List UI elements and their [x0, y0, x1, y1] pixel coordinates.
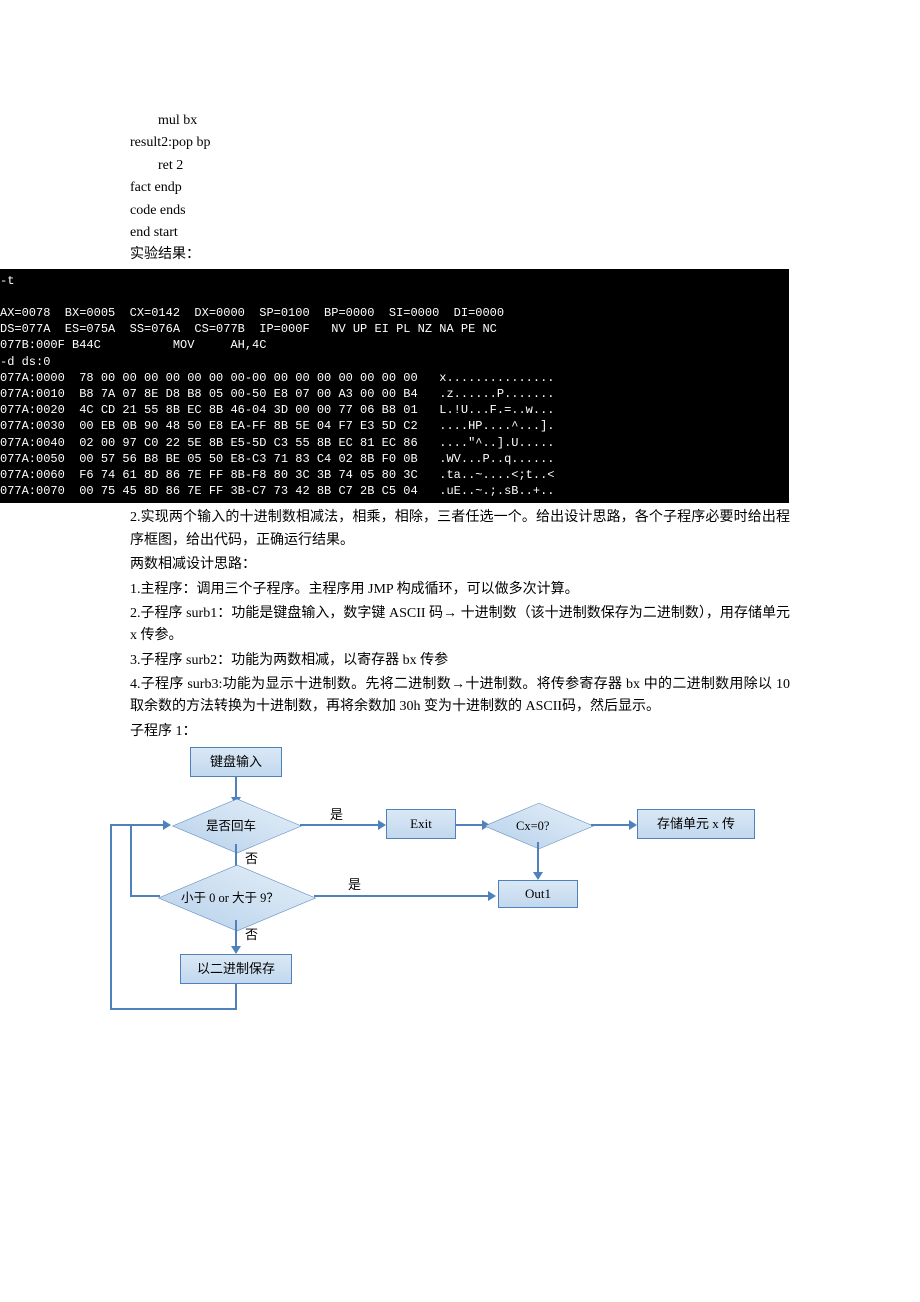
flow-edge-label-no: 否	[245, 925, 258, 946]
terminal-line: DS=077A ES=075A SS=076A CS=077B IP=000F …	[0, 322, 497, 336]
flow-arrow	[300, 824, 380, 826]
flow-node-label: 以二进制保存	[197, 959, 275, 980]
terminal-line: 077A:0030 00 EB 0B 90 48 50 E8 EA-FF 8B …	[0, 419, 555, 433]
body-paragraph: 两数相减设计思路：	[130, 554, 790, 576]
body-paragraph: 1.主程序：调用三个子程序。主程序用 JMP 构成循环，可以做多次计算。	[130, 579, 790, 601]
code-line: result2:pop bp	[130, 132, 790, 154]
flow-arrow	[110, 1008, 237, 1010]
body-paragraph: 2.子程序 surb1：功能是键盘输入，数字键 ASCII 码→ 十进制数（该十…	[130, 603, 790, 648]
flow-node-label: 小于 0 or 大于 9？	[181, 888, 279, 908]
flow-arrow	[110, 824, 165, 826]
flow-arrow	[235, 777, 237, 799]
body-paragraph: 4.子程序 surb3:功能为显示十进制数。先将二进制数→十进制数。将传参寄存器…	[130, 674, 790, 719]
flow-arrow	[130, 824, 132, 897]
document-page: mul bx result2:pop bp ret 2 fact endp co…	[0, 0, 920, 1107]
code-line: ret 2	[130, 155, 790, 177]
flow-node-out1: Out1	[498, 880, 578, 908]
terminal-output: -t AX=0078 BX=0005 CX=0142 DX=0000 SP=01…	[0, 269, 789, 504]
flow-node-save: 以二进制保存	[180, 954, 292, 984]
terminal-line: 077A:0070 00 75 45 8D 86 7E FF 3B-C7 73 …	[0, 484, 555, 498]
flow-node-label: 键盘输入	[210, 752, 262, 773]
flow-arrow	[130, 895, 160, 897]
code-line: fact endp	[130, 177, 790, 199]
arrow-head-icon	[378, 820, 386, 830]
flowchart: 键盘输入 是否回车 是 Exit Cx=0? 存储	[120, 747, 790, 1047]
terminal-line: AX=0078 BX=0005 CX=0142 DX=0000 SP=0100 …	[0, 306, 504, 320]
flow-node-label: Exit	[410, 814, 432, 835]
code-line: end start	[130, 222, 790, 244]
flow-arrow	[235, 984, 237, 1010]
terminal-line: 077A:0020 4C CD 21 55 8B EC 8B 46-04 3D …	[0, 403, 555, 417]
terminal-line: 077A:0010 B8 7A 07 8E D8 B8 05 00-50 E8 …	[0, 387, 555, 401]
arrow-head-icon	[163, 820, 171, 830]
flow-arrow	[235, 920, 237, 948]
flow-arrow	[456, 824, 484, 826]
flow-arrow	[110, 824, 112, 1010]
flow-node-store: 存储单元 x 传	[637, 809, 755, 839]
flow-edge-label-yes: 是	[330, 805, 343, 826]
body-paragraph: 子程序 1：	[130, 721, 790, 743]
flow-arrow	[537, 842, 539, 874]
arrow-head-icon	[533, 872, 543, 880]
body-paragraph: 3.子程序 surb2：功能为两数相减，以寄存器 bx 传参	[130, 650, 790, 672]
terminal-line: 077A:0060 F6 74 61 8D 86 7E FF 8B-F8 80 …	[0, 468, 555, 482]
code-line: code ends	[130, 200, 790, 222]
body-paragraph: 2.实现两个输入的十进制数相减法，相乘，相除，三者任选一个。给出设计思路，各个子…	[130, 507, 790, 552]
flow-node-input: 键盘输入	[190, 747, 282, 777]
arrow-head-icon	[629, 820, 637, 830]
code-line: mul bx	[130, 110, 790, 132]
arrow-head-icon	[231, 946, 241, 954]
terminal-line: 077A:0000 78 00 00 00 00 00 00 00-00 00 …	[0, 371, 555, 385]
terminal-line: 077A:0040 02 00 97 C0 22 5E 8B E5-5D C3 …	[0, 436, 555, 450]
flow-arrow	[314, 895, 490, 897]
flow-node-exit: Exit	[386, 809, 456, 839]
flow-node-label: 是否回车	[206, 816, 256, 836]
flow-node-label: Cx=0?	[516, 816, 549, 836]
terminal-line: -t	[0, 274, 14, 288]
terminal-line: 077B:000F B44C MOV AH,4C	[0, 338, 266, 352]
flow-node-label: 存储单元 x 传	[657, 814, 735, 835]
terminal-line: 077A:0050 00 57 56 B8 BE 05 50 E8-C3 71 …	[0, 452, 555, 466]
flow-arrow	[591, 824, 631, 826]
flow-edge-label-yes: 是	[348, 875, 361, 896]
arrow-head-icon	[488, 891, 496, 901]
flow-edge-label-no: 否	[245, 849, 258, 870]
flow-node-label: Out1	[525, 884, 551, 905]
terminal-line: -d ds:0	[0, 355, 50, 369]
result-label: 实验结果：	[130, 244, 790, 266]
